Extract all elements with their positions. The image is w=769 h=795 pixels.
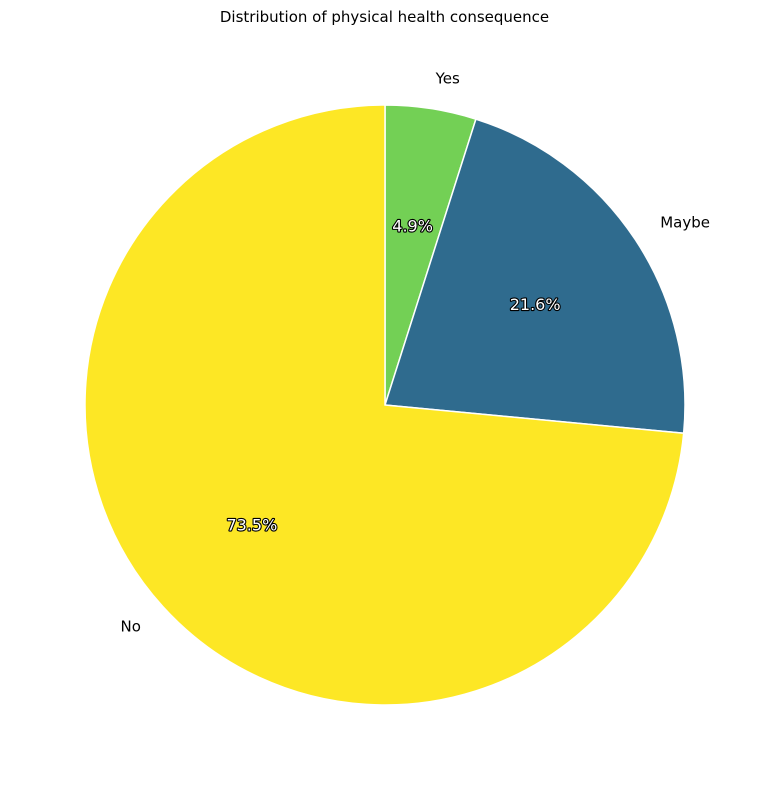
- slice-label-no: No: [121, 618, 141, 636]
- pie-slice-maybe: [384, 118, 686, 435]
- slice-label-maybe: Maybe: [660, 213, 710, 231]
- pie-slice-no: [84, 104, 685, 706]
- chart-title: Distribution of physical health conseque…: [219, 8, 550, 26]
- percent-label-no: 73.5%: [226, 516, 277, 535]
- slice-label-yes: Yes: [435, 69, 460, 87]
- percent-label-yes: 4.9%: [392, 217, 433, 236]
- percent-label-maybe: 21.6%: [510, 295, 561, 314]
